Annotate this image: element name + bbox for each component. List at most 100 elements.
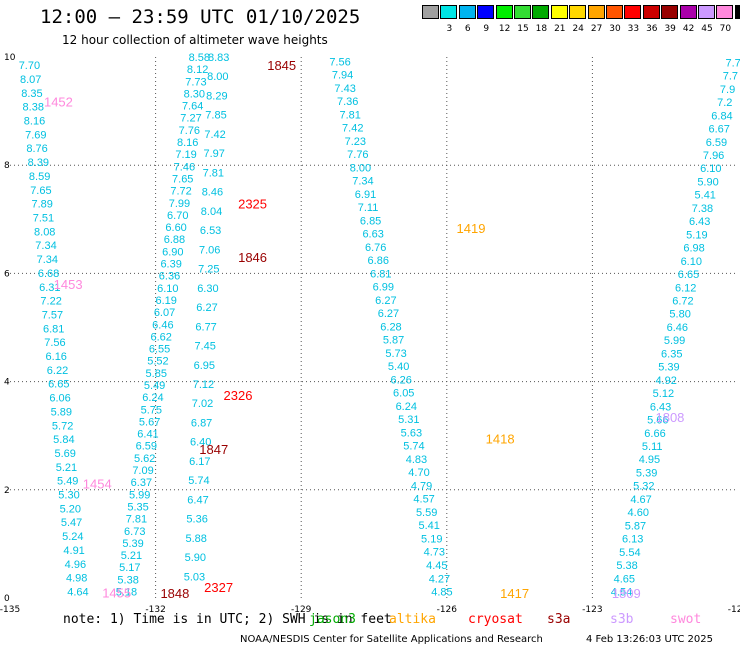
wave-height-value: 7.7 (723, 71, 738, 83)
wave-height-value: 8.07 (20, 74, 41, 86)
wave-height-value: 4.79 (411, 480, 432, 492)
wave-height-value: 8.30 (184, 88, 205, 100)
pass-time-label: 1455 (102, 586, 131, 601)
wave-height-value: 7.81 (340, 109, 361, 121)
wave-height-value: 5.89 (51, 406, 72, 418)
wave-height-value: 4.92 (655, 375, 676, 387)
wave-height-value: 6.98 (683, 243, 704, 255)
colorbar-swatch (514, 5, 531, 19)
wave-height-value: 6.55 (149, 344, 170, 356)
wave-height-value: 5.35 (127, 501, 148, 513)
wave-height-value: 6.86 (368, 255, 389, 267)
wave-height-value: 6.06 (49, 393, 70, 405)
wave-height-value: 5.87 (625, 520, 646, 532)
pass-time-label: 2325 (238, 197, 267, 212)
wave-height-value: 6.16 (46, 351, 67, 363)
colorbar-swatch (477, 5, 495, 19)
pass-time-label: 1847 (199, 442, 228, 457)
wave-height-value: 6.47 (187, 494, 208, 506)
wave-height-value: 7.46 (174, 161, 195, 173)
colorbar-swatch (698, 5, 715, 19)
colorbar-label: 18 (535, 24, 548, 34)
wave-height-value: 5.19 (421, 533, 442, 545)
wave-height-value: 5.66 (647, 415, 668, 427)
colorbar-swatch (532, 5, 550, 19)
wave-height-value: 5.74 (188, 475, 209, 487)
footer-note: note: 1) Time is in UTC; 2) SWH is in fe… (63, 612, 392, 627)
wave-height-value: 6.30 (197, 283, 218, 295)
wave-height-value: 6.65 (48, 379, 69, 391)
wave-height-value: 6.85 (360, 215, 381, 227)
wave-height-value: 7.89 (31, 199, 52, 211)
x-tick-label: -135 (0, 605, 20, 615)
wave-height-value: 6.67 (708, 124, 729, 136)
wave-height-value: 6.10 (681, 256, 702, 268)
wave-height-value: 6.13 (622, 534, 643, 546)
wave-height-value: 6.26 (390, 374, 411, 386)
colorbar-swatch (440, 5, 458, 19)
wave-height-value: 5.47 (61, 517, 82, 529)
colorbar-label: 27 (590, 24, 603, 34)
wave-height-value: 5.12 (653, 388, 674, 400)
colorbar-label: 15 (517, 24, 529, 34)
colorbar-swatch (495, 5, 513, 19)
wave-height-value: 7.65 (30, 185, 51, 197)
wave-height-value: 7.34 (352, 176, 373, 188)
y-tick-label: 2 (4, 486, 10, 496)
wave-height-value: 7.06 (199, 244, 220, 256)
wave-height-value: 6.73 (124, 526, 145, 538)
pass-time-label: 1452 (44, 94, 73, 109)
wave-height-value: 8.04 (201, 206, 222, 218)
wave-height-value: 6.24 (396, 401, 417, 413)
pass-time-label: 2326 (224, 388, 253, 403)
wave-height-value: 5.74 (403, 441, 424, 453)
wave-height-value: 5.90 (185, 552, 206, 564)
wave-height-value: 5.41 (418, 520, 439, 532)
wave-height-value: 5.54 (619, 547, 640, 559)
wave-height-value: 6.46 (152, 319, 173, 331)
colorbar-label: 24 (572, 24, 584, 34)
wave-height-value: 6.35 (661, 348, 682, 360)
wave-height-value: 7.72 (170, 186, 191, 198)
colorbar-label: 39 (664, 24, 676, 34)
wave-height-value: 5.18 (116, 587, 137, 599)
pass-time-label: 1846 (238, 250, 267, 265)
wave-height-value: 7.56 (329, 56, 350, 68)
wave-height-value: 7.42 (204, 129, 225, 141)
wave-height-value: 5.40 (388, 361, 409, 373)
wave-height-value: 7.96 (703, 150, 724, 162)
wave-height-value: 5.73 (385, 348, 406, 360)
colorbar-label: 30 (609, 24, 621, 34)
wave-height-value: 8.16 (24, 116, 45, 128)
wave-height-value: 6.10 (157, 283, 178, 295)
wave-height-value: 5.90 (697, 176, 718, 188)
wave-height-value: 7.81 (126, 514, 147, 526)
colorbar-swatch (679, 5, 697, 19)
wave-height-value: 4.65 (614, 573, 635, 585)
wave-height-value: 5.39 (658, 362, 679, 374)
colorbar-swatch (587, 5, 605, 19)
pass-time-label: 1419 (457, 221, 486, 236)
wave-height-value: 6.84 (711, 110, 732, 122)
wave-height-value: 7.65 (172, 173, 193, 185)
colorbar-label: 45 (701, 24, 713, 34)
wave-height-value: 5.24 (62, 531, 83, 543)
wave-height-value: 6.53 (200, 225, 221, 237)
wave-height-value: 7.02 (192, 398, 213, 410)
wave-height-value: 4.67 (630, 494, 651, 506)
legend-item-s3b: s3b (610, 612, 634, 627)
x-tick-label: -126 (437, 605, 458, 615)
wave-height-value: 6.77 (195, 321, 216, 333)
wave-height-value: 5.30 (58, 490, 79, 502)
wave-height-value: 6.76 (365, 242, 386, 254)
colorbar-label: 33 (627, 24, 640, 34)
wave-height-value: 7.57 (42, 309, 63, 321)
wave-height-value: 6.70 (167, 210, 188, 222)
wave-height-value: 7.69 (25, 129, 46, 141)
wave-height-value: 8.12 (187, 64, 208, 76)
wave-height-value: 8.35 (21, 88, 42, 100)
wave-height-value: 7.94 (332, 70, 353, 82)
wave-height-value: 4.54 (611, 587, 632, 599)
colorbar-label: 42 (682, 24, 695, 34)
